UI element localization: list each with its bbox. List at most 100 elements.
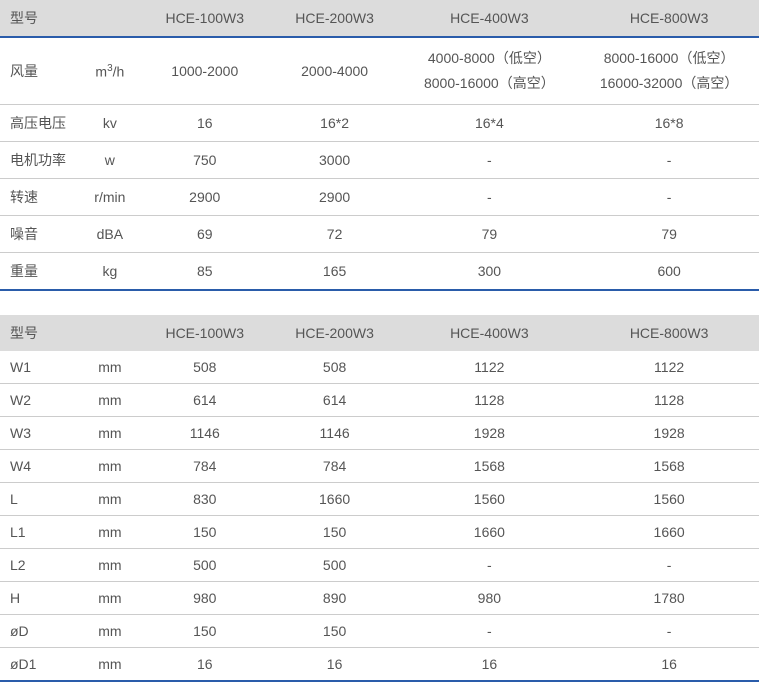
table-row: øDmm150150--: [0, 615, 759, 648]
cell-value: 830: [140, 483, 270, 516]
table-row: øD1mm16161616: [0, 648, 759, 682]
cell-value: -: [400, 615, 580, 648]
row-label: H: [0, 582, 80, 615]
cell-value: 1780: [579, 582, 759, 615]
table-row: 转速r/min29002900--: [0, 179, 759, 216]
table-row: 噪音dBA69727979: [0, 216, 759, 253]
th-c2: HCE-100W3: [140, 0, 270, 37]
cell-value: 1928: [579, 417, 759, 450]
cell-value: 79: [400, 216, 580, 253]
cell-value: 16*8: [579, 105, 759, 142]
th2-c4: HCE-400W3: [400, 315, 580, 351]
table-row: Lmm830166015601560: [0, 483, 759, 516]
row-label: W1: [0, 351, 80, 384]
cell-value: 1660: [400, 516, 580, 549]
cell-value: 508: [140, 351, 270, 384]
row-label: 重量: [0, 253, 80, 291]
row-unit: mm: [80, 516, 140, 549]
row-unit: mm: [80, 450, 140, 483]
table-row: 风量m3/h1000-20002000-40004000-8000（低空）800…: [0, 37, 759, 105]
row-unit: mm: [80, 582, 140, 615]
cell-value: 16: [270, 648, 400, 682]
cell-value: 980: [400, 582, 580, 615]
table-row: W3mm1146114619281928: [0, 417, 759, 450]
cell-value: 16: [579, 648, 759, 682]
cell-value: 1122: [400, 351, 580, 384]
cell-value: 784: [140, 450, 270, 483]
cell-value: 1146: [140, 417, 270, 450]
table-row: 高压电压kv1616*216*416*8: [0, 105, 759, 142]
th-c4: HCE-400W3: [400, 0, 580, 37]
cell-value: 2900: [270, 179, 400, 216]
table2-header-row: 型号 HCE-100W3 HCE-200W3 HCE-400W3 HCE-800…: [0, 315, 759, 351]
cell-value: 85: [140, 253, 270, 291]
spec-table-2: 型号 HCE-100W3 HCE-200W3 HCE-400W3 HCE-800…: [0, 315, 759, 682]
cell-value: 1000-2000: [140, 37, 270, 105]
row-unit: mm: [80, 384, 140, 417]
table1-header-row: 型号 HCE-100W3 HCE-200W3 HCE-400W3 HCE-800…: [0, 0, 759, 37]
table-row: 重量kg85165300600: [0, 253, 759, 291]
cell-value: 2000-4000: [270, 37, 400, 105]
cell-value: 614: [270, 384, 400, 417]
cell-value: 614: [140, 384, 270, 417]
cell-value: 1146: [270, 417, 400, 450]
cell-value: 500: [140, 549, 270, 582]
row-label: L1: [0, 516, 80, 549]
cell-value: 1660: [270, 483, 400, 516]
cell-value: 4000-8000（低空）8000-16000（高空）: [400, 37, 580, 105]
cell-value: 72: [270, 216, 400, 253]
row-unit: w: [80, 142, 140, 179]
table-gap: [0, 291, 759, 315]
cell-value: 16*4: [400, 105, 580, 142]
th-model: 型号: [0, 0, 80, 37]
cell-value: -: [400, 142, 580, 179]
row-unit: kv: [80, 105, 140, 142]
cell-value: 2900: [140, 179, 270, 216]
table-row: 电机功率w7503000--: [0, 142, 759, 179]
spec-table-1: 型号 HCE-100W3 HCE-200W3 HCE-400W3 HCE-800…: [0, 0, 759, 291]
cell-value: 890: [270, 582, 400, 615]
cell-value: 300: [400, 253, 580, 291]
row-label: L: [0, 483, 80, 516]
cell-value: 16*2: [270, 105, 400, 142]
th2-c2: HCE-100W3: [140, 315, 270, 351]
th2-unit: [80, 315, 140, 351]
row-label: 电机功率: [0, 142, 80, 179]
row-unit: mm: [80, 417, 140, 450]
cell-value: 16: [400, 648, 580, 682]
row-label: W3: [0, 417, 80, 450]
cell-value: -: [400, 179, 580, 216]
row-label: 转速: [0, 179, 80, 216]
th-unit: [80, 0, 140, 37]
row-unit: mm: [80, 648, 140, 682]
row-unit: mm: [80, 351, 140, 384]
cell-value: 1560: [579, 483, 759, 516]
table2-body: W1mm50850811221122W2mm61461411281128W3mm…: [0, 351, 759, 681]
cell-value: 3000: [270, 142, 400, 179]
table-row: L2mm500500--: [0, 549, 759, 582]
cell-value: -: [400, 549, 580, 582]
table-row: W1mm50850811221122: [0, 351, 759, 384]
cell-value: 165: [270, 253, 400, 291]
row-label: W2: [0, 384, 80, 417]
table-row: W2mm61461411281128: [0, 384, 759, 417]
table1-body: 风量m3/h1000-20002000-40004000-8000（低空）800…: [0, 37, 759, 290]
cell-value: 980: [140, 582, 270, 615]
row-unit: kg: [80, 253, 140, 291]
row-label: L2: [0, 549, 80, 582]
cell-value: -: [579, 179, 759, 216]
row-unit: mm: [80, 483, 140, 516]
th-c5: HCE-800W3: [579, 0, 759, 37]
th2-c3: HCE-200W3: [270, 315, 400, 351]
cell-value: -: [579, 549, 759, 582]
cell-value: 1568: [400, 450, 580, 483]
cell-value: 16: [140, 105, 270, 142]
th2-model: 型号: [0, 315, 80, 351]
row-label: 高压电压: [0, 105, 80, 142]
cell-value: 79: [579, 216, 759, 253]
row-label: øD: [0, 615, 80, 648]
cell-value: -: [579, 615, 759, 648]
row-label: 风量: [0, 37, 80, 105]
row-label: øD1: [0, 648, 80, 682]
row-unit: dBA: [80, 216, 140, 253]
